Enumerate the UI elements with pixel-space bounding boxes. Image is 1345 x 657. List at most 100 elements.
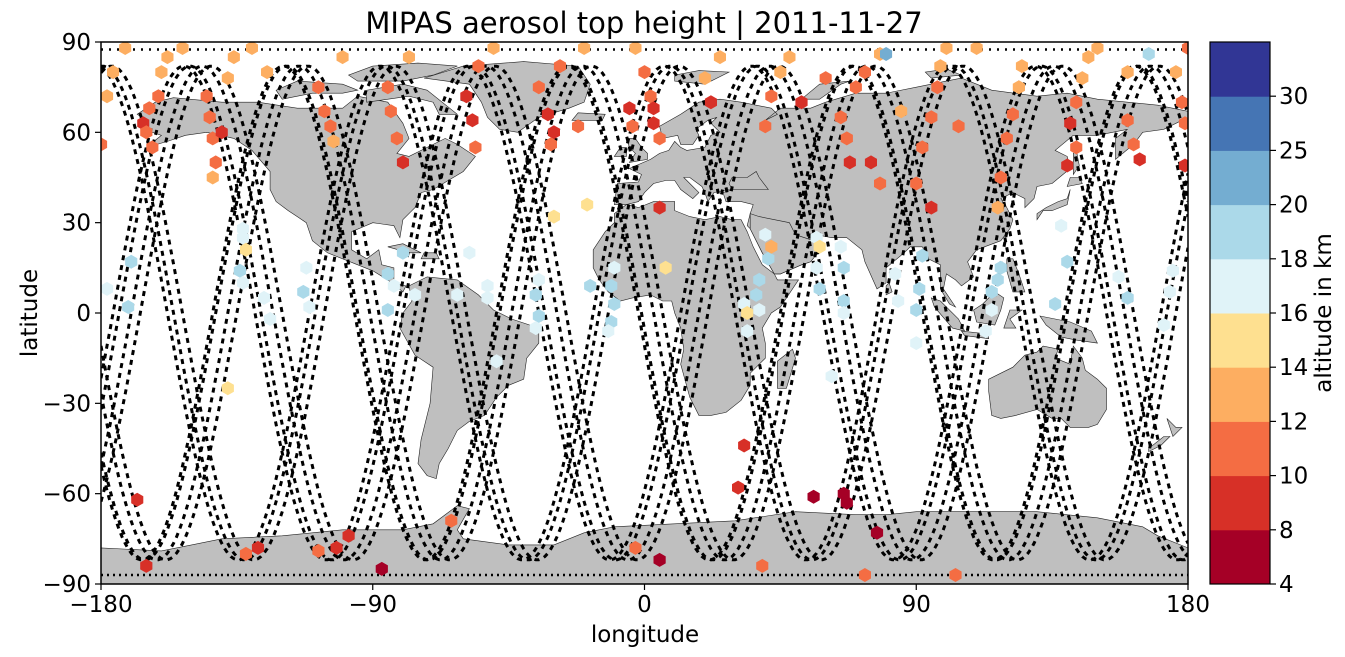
x-axis: −180 −90 0 90 180 [69,584,1210,618]
colorbar-tick-label: 14 [1279,355,1308,381]
data-point [101,89,114,104]
data-point [119,42,132,55]
data-point [547,125,560,140]
land-novaya-zemlya [800,80,850,100]
data-point [140,125,153,140]
data-point [765,239,778,254]
data-point [940,42,953,55]
data-point [759,119,772,134]
data-point [206,170,219,185]
data-point [910,176,923,191]
data-point [466,113,479,128]
data-point [807,489,820,504]
data-point [581,197,594,212]
data-point [125,254,138,269]
x-tick-label: 180 [1166,592,1210,618]
data-point [1061,254,1074,269]
y-tick-label: −60 [42,482,91,508]
data-point [916,140,929,155]
data-point [1070,95,1083,110]
data-point [608,297,621,311]
data-point [985,303,998,317]
data-point [236,230,249,245]
data-point [843,155,856,170]
colorbar-segment [1210,258,1270,314]
data-point [858,568,871,582]
data-point [553,59,566,74]
land-hispaniola [420,252,440,260]
data-point [1127,137,1140,152]
data-point [330,540,343,555]
data-point [445,513,458,528]
colorbar-tick-label: 25 [1279,138,1308,164]
data-point [381,303,394,317]
data-point [578,42,591,55]
colorbar-tick-label: 16 [1279,301,1308,327]
data-point [910,336,923,351]
colorbar-segment [1210,96,1270,151]
data-point [264,312,277,326]
y-tick-label: −90 [42,572,91,598]
data-point [934,59,947,74]
ground-track-5 [101,64,1188,562]
land-madagascar [777,348,796,389]
land-ellesmere [347,62,458,82]
data-point [233,263,246,278]
data-point [653,131,666,146]
data-point [529,321,542,336]
data-point [1121,65,1134,80]
y-tick-label: 0 [76,301,91,327]
data-point [925,110,938,125]
data-point [472,59,485,74]
data-point [460,89,473,104]
colorbar-segment [1210,204,1270,260]
data-point [245,42,258,55]
colorbar-tick-label: 10 [1279,464,1308,490]
data-point [834,239,847,254]
land-japan [1036,189,1071,221]
data-point [647,101,660,116]
data-point [753,272,766,287]
map-plot-area [101,42,1188,584]
data-point [541,107,554,122]
data-point [991,200,1004,215]
land-north-america [136,95,476,293]
data-point [481,290,494,305]
data-point [409,287,422,302]
data-point [704,95,717,110]
land-australia [988,345,1107,428]
x-tick-label: −180 [69,592,132,618]
ground-track-3 [101,64,1188,562]
data-point [602,324,615,339]
data-point [209,155,222,170]
data-point [251,540,265,555]
data-point [161,50,174,65]
data-point [834,110,847,125]
data-point [880,47,893,61]
colorbar-tick-label: 8 [1279,518,1294,544]
data-point [629,42,642,55]
data-point [1175,95,1188,110]
data-point [227,50,240,65]
data-point [327,134,340,149]
data-point [402,50,415,65]
data-point [892,294,905,308]
data-point [952,119,965,134]
data-point [221,381,234,396]
data-point [1070,140,1083,155]
data-point [451,287,464,302]
data-point [1012,80,1025,95]
land-africa [592,201,800,416]
data-point [396,155,409,170]
data-point [647,116,660,131]
data-point [1112,269,1125,284]
data-point [236,275,249,290]
data-point [605,278,618,293]
ground-track-4 [101,64,1188,562]
data-point [261,65,274,80]
data-point [1061,158,1074,173]
data-point [1076,71,1089,86]
data-point [916,248,929,263]
y-tick-label: −30 [42,391,91,417]
